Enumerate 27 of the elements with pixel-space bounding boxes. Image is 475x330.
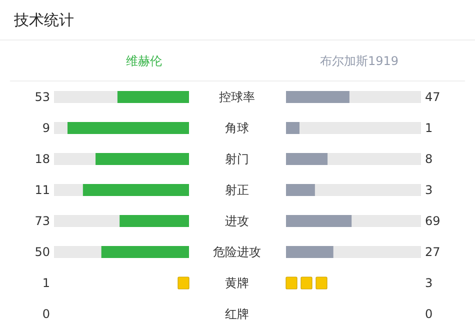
- data-label: 73: [34, 214, 50, 228]
- legend-label: 布尔加斯1919: [320, 54, 399, 68]
- data-label: 9: [42, 121, 50, 135]
- data-label: 1: [42, 276, 50, 290]
- data-label: 27: [425, 245, 440, 259]
- data-label: 1: [425, 121, 433, 135]
- category-label: 控球率: [219, 90, 255, 104]
- data-label: 3: [425, 183, 433, 197]
- text: 技术统计: [13, 11, 74, 29]
- category-label: 黄牌: [225, 276, 249, 290]
- data-label: 0: [42, 307, 50, 321]
- data-label: 11: [34, 183, 50, 197]
- data-label: 0: [425, 307, 433, 321]
- category-label: 红牌: [225, 307, 249, 321]
- category-label: 进攻: [225, 214, 249, 228]
- category-label: 角球: [225, 121, 249, 135]
- data-label: 3: [425, 276, 433, 290]
- data-label: 53: [34, 90, 50, 104]
- legend-label: 维赫伦: [126, 54, 162, 68]
- category-label: 危险进攻: [213, 245, 261, 259]
- data-label: 50: [34, 245, 50, 259]
- category-label: 射门: [225, 152, 249, 166]
- data-label: 47: [425, 90, 440, 104]
- data-label: 8: [425, 152, 433, 166]
- data-label: 69: [425, 214, 440, 228]
- data-label: 18: [34, 152, 50, 166]
- category-label: 射正: [225, 183, 249, 197]
